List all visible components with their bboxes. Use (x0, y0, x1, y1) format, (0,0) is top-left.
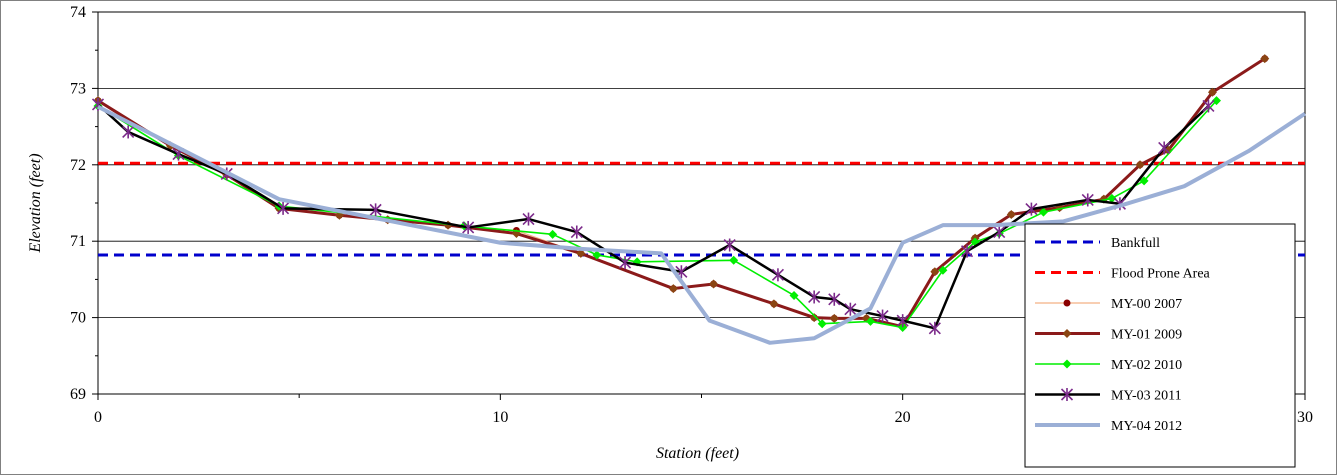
legend-entry: MY-03 2011 (1035, 388, 1182, 404)
data-point (1062, 329, 1072, 338)
x-tick-label: 10 (492, 409, 508, 426)
data-point (960, 244, 974, 258)
data-point (808, 290, 821, 304)
y-tick-label: 69 (70, 386, 86, 403)
x-axis-label: Station (feet) (656, 445, 739, 462)
series-line (97, 104, 1307, 345)
data-point (769, 299, 779, 309)
data-point (1063, 299, 1071, 307)
y-tick-label: 72 (70, 157, 86, 174)
axes: 69 70 71 72 73 74 0 10 20 30 (70, 4, 1313, 426)
data-point (1211, 96, 1221, 106)
data-point (122, 125, 135, 139)
legend-label: MY-00 2007 (1111, 297, 1182, 312)
data-point (1025, 202, 1038, 216)
data-point (930, 267, 940, 277)
data-point (844, 302, 857, 316)
data-point (876, 309, 889, 323)
y-tick-label: 70 (70, 310, 86, 327)
legend-entry: Flood Prone Area (1035, 267, 1211, 282)
legend-entry: MY-01 2009 (1035, 328, 1182, 343)
data-series (91, 54, 1307, 345)
data-point (1207, 87, 1217, 97)
data-point (570, 225, 583, 239)
data-point (828, 292, 841, 306)
data-point (592, 250, 602, 260)
data-point (817, 319, 827, 329)
data-point (618, 256, 632, 270)
data-point (548, 229, 558, 239)
legend-label: Bankfull (1111, 236, 1160, 251)
data-point (993, 225, 1006, 239)
legend-label: MY-01 2009 (1111, 328, 1182, 343)
legend-entry: MY-00 2007 (1035, 297, 1182, 312)
data-point (1139, 176, 1149, 186)
data-point (1135, 160, 1145, 170)
data-point (898, 323, 908, 333)
data-point (928, 321, 941, 335)
legend-label: MY-04 2012 (1111, 419, 1182, 434)
reference-lines (98, 161, 1305, 257)
data-point (369, 203, 382, 217)
data-point (1081, 193, 1094, 207)
y-axis-label: Elevation (feet) (27, 153, 44, 253)
data-point (1107, 193, 1117, 203)
legend-entry: Bankfull (1035, 236, 1160, 251)
data-point (576, 248, 586, 258)
legend-label: MY-03 2011 (1111, 389, 1182, 404)
legend-entry: MY-04 2012 (1035, 419, 1182, 434)
series-my-03-2011 (91, 97, 1215, 335)
data-point (522, 212, 535, 226)
data-point (829, 313, 839, 323)
data-point (1060, 388, 1074, 401)
data-point (1158, 141, 1171, 155)
data-point (462, 220, 475, 234)
data-point (729, 255, 739, 265)
data-point (668, 284, 678, 294)
data-point (809, 313, 819, 323)
data-point (771, 268, 785, 282)
data-point (789, 290, 799, 300)
data-point (1038, 207, 1048, 217)
data-point (277, 201, 290, 215)
data-point (865, 316, 875, 326)
data-point (1006, 209, 1016, 219)
data-point (1260, 54, 1270, 64)
series-line (97, 103, 1210, 330)
data-point (1202, 99, 1215, 113)
legend: Bankfull Flood Prone Area MY-00 2007 MY-01 … (1024, 223, 1296, 468)
y-tick-label: 74 (70, 4, 86, 21)
y-tick-label: 73 (70, 80, 86, 97)
data-point (723, 238, 736, 252)
legend-label: Flood Prone Area (1111, 267, 1211, 282)
data-point (896, 314, 909, 328)
data-point (1062, 359, 1072, 369)
x-tick-label: 30 (1297, 409, 1313, 426)
legend-label: MY-02 2010 (1111, 358, 1182, 373)
series-my-04-2012 (97, 104, 1307, 345)
y-tick-label: 71 (70, 233, 86, 250)
x-tick-label: 0 (94, 409, 102, 426)
x-tick-label: 20 (895, 409, 911, 426)
data-point (938, 265, 948, 275)
data-point (709, 279, 719, 289)
legend-entry: MY-02 2010 (1035, 358, 1182, 373)
